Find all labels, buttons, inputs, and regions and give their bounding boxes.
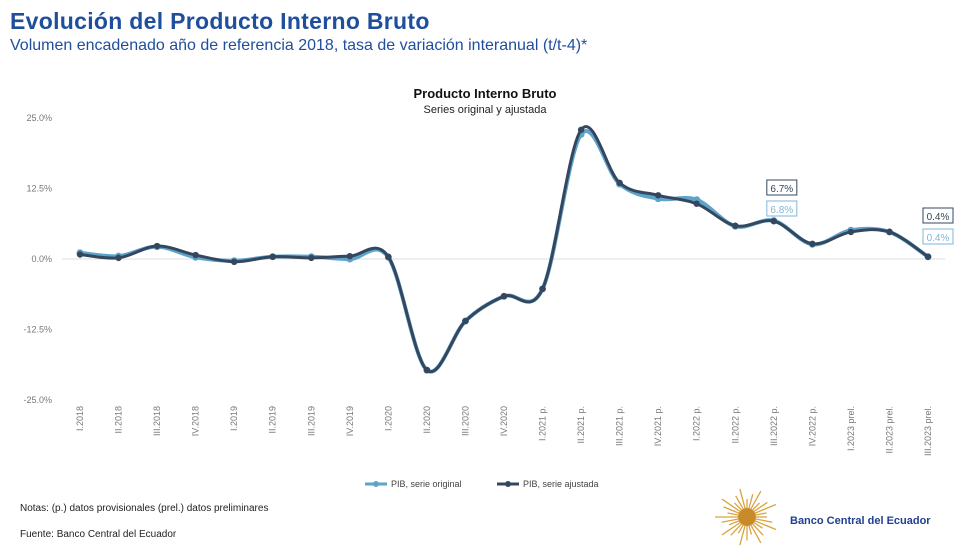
notes-text: (p.) datos provisionales (prel.) datos p… xyxy=(51,503,269,514)
data-point xyxy=(654,192,662,199)
data-point xyxy=(423,366,431,374)
annotation-label-adjusted: 0.4% xyxy=(927,212,950,223)
x-tick-label: II.2019 xyxy=(268,406,278,434)
x-tick-label: I.2021 p. xyxy=(538,406,548,441)
x-tick-label: II.2020 xyxy=(422,406,432,434)
data-point xyxy=(924,253,932,260)
source-text: Banco Central del Ecuador xyxy=(56,529,177,540)
notes: Notas: (p.) datos provisionales (prel.) … xyxy=(20,503,268,514)
annotation-box xyxy=(922,228,954,245)
data-point xyxy=(539,285,546,293)
x-tick-label: I.2018 xyxy=(75,406,85,431)
x-tick-label: II.2022 p. xyxy=(730,406,740,444)
data-point xyxy=(76,251,84,258)
annotation-box xyxy=(766,179,798,196)
x-tick-label: IV.2021 p. xyxy=(653,406,663,446)
data-point xyxy=(770,218,778,225)
x-tick-label: III.2021 p. xyxy=(615,406,625,446)
x-tick-label: III.2022 p. xyxy=(769,406,779,446)
x-tick-label: II.2021 p. xyxy=(576,406,586,444)
x-tick-label: I.2019 xyxy=(229,406,239,431)
data-point xyxy=(809,240,816,247)
x-tick-label: IV.2020 xyxy=(499,406,509,436)
legend-label: PIB, serie original xyxy=(391,479,462,489)
data-point xyxy=(230,258,238,266)
data-point xyxy=(346,252,354,260)
source: Fuente: Banco Central del Ecuador xyxy=(20,529,176,540)
data-point xyxy=(153,242,161,250)
x-tick-label: IV.2019 xyxy=(345,406,355,436)
notes-label: Notas: xyxy=(20,503,49,514)
data-point xyxy=(115,254,122,262)
page-title: Evolución del Producto Interno Bruto xyxy=(10,8,430,34)
page-subtitle: Volumen encadenado año de referencia 201… xyxy=(10,37,588,54)
x-tick-label: II.2018 xyxy=(114,406,124,434)
y-tick-label: 25.0% xyxy=(26,113,52,123)
x-tick-label: IV.2022 p. xyxy=(807,406,817,446)
data-point xyxy=(500,293,508,300)
legend-label: PIB, serie ajustada xyxy=(523,479,599,489)
y-tick-label: 12.5% xyxy=(26,184,52,194)
chart-title: Producto Interno Bruto xyxy=(414,86,557,101)
data-point xyxy=(886,228,893,236)
x-tick-label: III.2019 xyxy=(306,406,316,436)
data-point xyxy=(577,126,585,134)
legend-marker xyxy=(505,481,511,487)
y-tick-label: 0.0% xyxy=(31,254,52,264)
x-tick-label: III.2023 prel. xyxy=(923,406,933,456)
source-label: Fuente: xyxy=(20,529,54,540)
annotation-label-adjusted: 6.7% xyxy=(770,184,793,195)
data-point xyxy=(308,254,315,262)
x-tick-label: III.2020 xyxy=(460,406,470,436)
y-tick-label: -12.5% xyxy=(23,325,52,335)
data-point xyxy=(732,222,739,229)
data-point xyxy=(462,317,469,325)
x-tick-label: III.2018 xyxy=(152,406,162,436)
x-tick-label: IV.2018 xyxy=(191,406,201,436)
bce-logo-icon xyxy=(715,488,777,546)
x-tick-label: II.2023 prel. xyxy=(884,406,894,454)
x-tick-label: I.2020 xyxy=(383,406,393,431)
annotation-box xyxy=(766,200,798,217)
data-point xyxy=(616,179,623,187)
data-point xyxy=(192,251,199,259)
data-point xyxy=(847,228,855,236)
series-line-ajustada xyxy=(79,125,929,374)
x-tick-label: I.2022 p. xyxy=(692,406,702,441)
y-tick-label: -25.0% xyxy=(23,395,52,405)
series-line-original xyxy=(79,129,930,374)
annotation-label-original: 6.8% xyxy=(770,205,793,216)
legend-marker xyxy=(373,481,379,487)
annotation-box xyxy=(922,207,954,224)
data-point xyxy=(385,253,392,260)
data-point xyxy=(269,253,276,260)
x-tick-label: I.2023 prel. xyxy=(846,406,856,451)
logo-text: Banco Central del Ecuador xyxy=(790,515,931,527)
data-point xyxy=(693,200,700,207)
annotation-label-original: 0.4% xyxy=(927,233,950,244)
chart-subtitle: Series original y ajustada xyxy=(424,104,548,116)
